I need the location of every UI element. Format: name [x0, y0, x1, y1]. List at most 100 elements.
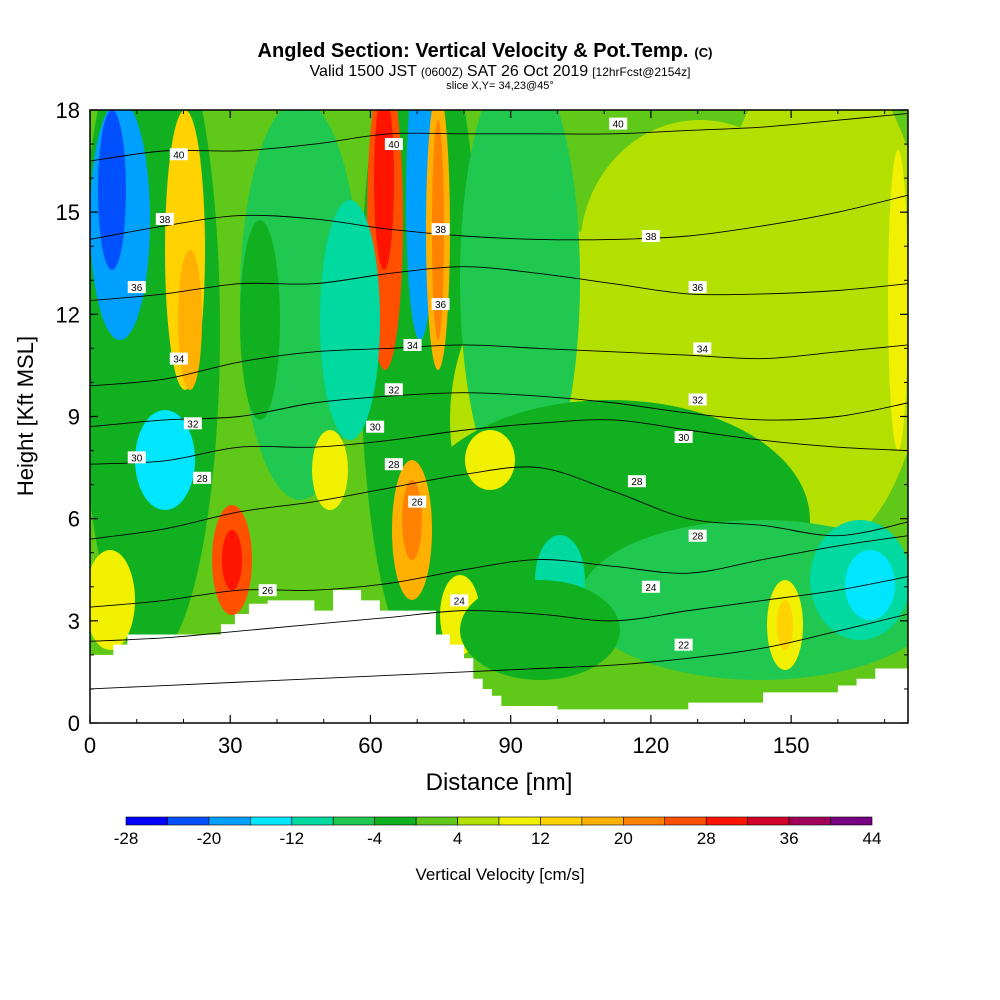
contour-label-7: 36 [127, 281, 146, 294]
contour-label-5: 32 [384, 383, 403, 396]
x-tick-label-3: 90 [498, 733, 522, 758]
colorbar-tick-4: 4 [453, 829, 462, 848]
y-tick-label-3: 9 [68, 405, 80, 430]
svg-text:36: 36 [131, 283, 143, 294]
y-tick-label-5: 15 [56, 200, 80, 225]
colorbar-swatch-10 [540, 816, 583, 826]
svg-text:40: 40 [388, 140, 400, 151]
velocity-patch-30 [888, 150, 908, 450]
contour-line-34 [90, 344, 908, 387]
y-tick-label-4: 12 [56, 302, 80, 327]
contour-line-28 [90, 466, 908, 540]
colorbar-swatch-4 [291, 816, 334, 826]
contour-line-36 [90, 266, 908, 302]
x-axis-label: Distance [nm] [426, 769, 573, 796]
y-tick-label-6: 18 [56, 98, 80, 123]
colorbar-swatch-13 [664, 816, 707, 826]
contour-line-40 [90, 112, 908, 162]
svg-text:28: 28 [631, 477, 643, 488]
colorbar-swatch-15 [747, 816, 790, 826]
contour-label-23: 38 [431, 223, 450, 236]
x-axis: 0 30 60 90 120 150 [84, 110, 886, 758]
pot-temp-labels: 22 24 26 28 30 32 34 36 38 40 24 26 28 28 28 30 30 32 32 34… [127, 117, 712, 652]
slice-label: slice X,Y= 34,23@45° [446, 80, 554, 92]
velocity-patch-31 [312, 430, 348, 510]
velocity-patch-10 [845, 550, 895, 620]
contour-label-4: 30 [127, 451, 146, 464]
contour-line-26 [90, 535, 908, 608]
contour-label-16: 30 [674, 430, 693, 444]
svg-text:32: 32 [692, 395, 704, 406]
colorbar-swatch-9 [498, 816, 541, 826]
contour-label-20: 34 [693, 342, 712, 355]
velocity-patch-20 [374, 110, 394, 270]
svg-text:32: 32 [187, 419, 199, 430]
contour-label-12: 28 [384, 458, 403, 471]
contour-label-13: 28 [193, 471, 212, 485]
velocity-patch-16 [178, 250, 202, 390]
contour-label-2: 26 [258, 584, 277, 597]
colorbar-swatch-12 [623, 816, 666, 826]
x-tick-label-2: 60 [358, 733, 382, 758]
contour-label-1: 24 [641, 580, 660, 594]
colorbar-swatch-5 [332, 816, 375, 826]
svg-text:28: 28 [692, 532, 704, 543]
chart-subtitle: Valid 1500 JST (0600Z) SAT 26 Oct 2019 [12h… [310, 63, 691, 80]
contour-label-24: 38 [641, 230, 660, 243]
svg-text:40: 40 [613, 120, 625, 131]
velocity-patch-4 [580, 120, 820, 380]
x-tick-label-5: 150 [773, 733, 810, 758]
colorbar-swatch-17 [830, 816, 873, 826]
contour-label-15: 30 [366, 420, 385, 434]
velocity-patch-25 [402, 480, 422, 560]
velocity-patch-14 [135, 410, 195, 510]
contour-label-21: 36 [431, 298, 450, 311]
svg-text:34: 34 [407, 341, 419, 352]
x-tick-label-4: 120 [633, 733, 670, 758]
contour-label-14: 28 [627, 475, 646, 488]
svg-text:38: 38 [159, 215, 171, 226]
svg-text:38: 38 [435, 225, 447, 236]
svg-text:30: 30 [678, 433, 690, 444]
velocity-patch-18 [222, 530, 242, 590]
svg-text:22: 22 [678, 641, 690, 652]
contour-line-22 [90, 613, 908, 690]
contour-line-38 [90, 194, 908, 241]
svg-text:28: 28 [197, 474, 209, 485]
contour-line-24 [90, 576, 908, 642]
colorbar-swatch-3 [250, 816, 293, 826]
svg-text:36: 36 [692, 283, 704, 294]
svg-text:24: 24 [454, 596, 466, 607]
colorbar-tick-8: 36 [780, 829, 799, 848]
colorbar-swatch-8 [457, 816, 500, 826]
contour-label-26: 40 [609, 117, 628, 131]
pot-temp-contours [90, 112, 908, 690]
velocity-patch-29 [90, 550, 135, 650]
colorbar-tick-0: -28 [114, 829, 139, 848]
colorbar-tick-6: 20 [614, 829, 633, 848]
contour-label-22: 36 [688, 281, 707, 294]
contour-label-9: 40 [169, 148, 188, 161]
chart-title: Angled Section: Vertical Velocity & Pot.… [258, 40, 713, 62]
svg-text:30: 30 [131, 453, 143, 464]
colorbar: -28 -20 -12 -4 4 12 20 28 36 44 [114, 816, 881, 848]
contour-label-3: 28 [688, 529, 707, 543]
colorbar-label: Vertical Velocity [cm/s] [415, 865, 584, 884]
svg-text:36: 36 [435, 300, 447, 311]
colorbar-swatch-7 [415, 816, 458, 826]
contour-line-32 [90, 392, 908, 428]
colorbar-swatch-0 [125, 816, 168, 826]
y-tick-label-0: 0 [68, 711, 80, 736]
colorbar-swatch-11 [581, 816, 624, 826]
svg-text:34: 34 [173, 355, 185, 366]
contour-label-0: 22 [674, 638, 693, 652]
velocity-patch-33 [320, 200, 380, 440]
svg-text:24: 24 [645, 583, 657, 594]
svg-text:26: 26 [412, 498, 424, 509]
velocity-patch-28 [777, 600, 793, 650]
colorbar-swatch-6 [374, 816, 417, 826]
colorbar-tick-7: 28 [697, 829, 716, 848]
contour-label-11: 26 [408, 495, 427, 509]
y-tick-label-1: 3 [68, 609, 80, 634]
